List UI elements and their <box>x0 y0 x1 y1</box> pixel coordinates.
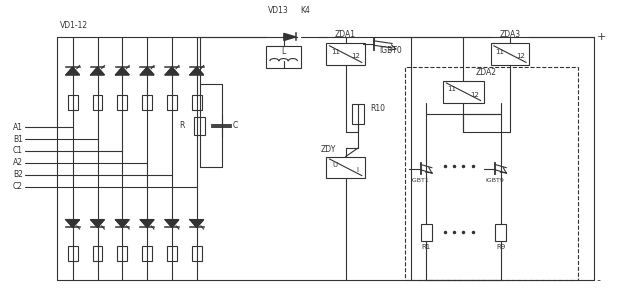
Text: C: C <box>233 121 238 130</box>
Text: K4: K4 <box>300 6 310 15</box>
Text: ZDY: ZDY <box>321 145 336 154</box>
Bar <box>68 246 78 261</box>
Text: C2: C2 <box>13 182 23 191</box>
Bar <box>404 67 578 280</box>
Text: C1: C1 <box>13 147 23 155</box>
Polygon shape <box>66 67 80 75</box>
Bar <box>68 95 78 109</box>
Bar <box>117 246 127 261</box>
Text: 11: 11 <box>448 86 457 92</box>
Text: -: - <box>597 275 601 285</box>
Text: 11: 11 <box>495 49 504 55</box>
Bar <box>495 224 506 241</box>
Text: IGBT9: IGBT9 <box>485 178 504 183</box>
Polygon shape <box>66 220 80 228</box>
Text: R1: R1 <box>422 244 431 250</box>
Bar <box>93 95 103 109</box>
Polygon shape <box>140 67 154 75</box>
Text: A2: A2 <box>13 158 23 167</box>
Bar <box>142 246 152 261</box>
Bar <box>117 95 127 109</box>
Bar <box>194 117 206 135</box>
Text: 12: 12 <box>351 54 361 60</box>
Bar <box>192 246 202 261</box>
Text: VD1-12: VD1-12 <box>60 21 88 30</box>
Text: R: R <box>179 121 184 130</box>
Text: ZDA2: ZDA2 <box>476 68 497 77</box>
Bar <box>167 95 177 109</box>
Text: 12: 12 <box>516 54 525 60</box>
Polygon shape <box>115 67 129 75</box>
Text: R10: R10 <box>371 103 386 112</box>
Text: ZDA3: ZDA3 <box>500 30 521 39</box>
Bar <box>266 46 301 68</box>
Text: IGBT1: IGBT1 <box>411 178 429 183</box>
Polygon shape <box>190 67 204 75</box>
Bar <box>192 95 202 109</box>
Text: L: L <box>282 47 286 56</box>
Polygon shape <box>140 220 154 228</box>
Text: U: U <box>333 162 338 168</box>
Bar <box>444 81 483 103</box>
Text: B1: B1 <box>13 135 23 144</box>
Text: B2: B2 <box>13 170 23 179</box>
Polygon shape <box>165 67 179 75</box>
Polygon shape <box>91 67 104 75</box>
Bar <box>421 224 432 241</box>
Text: +: + <box>597 32 606 42</box>
Bar <box>491 43 529 65</box>
Polygon shape <box>115 220 129 228</box>
Text: IGBT0: IGBT0 <box>380 46 402 55</box>
Polygon shape <box>284 33 296 40</box>
Text: R9: R9 <box>496 244 505 250</box>
Polygon shape <box>91 220 104 228</box>
Text: VD13: VD13 <box>268 6 289 15</box>
Polygon shape <box>190 220 204 228</box>
Bar <box>353 104 364 123</box>
Text: 12: 12 <box>470 91 479 97</box>
Text: ZDA1: ZDA1 <box>335 30 356 39</box>
Text: 11: 11 <box>331 49 340 55</box>
Bar <box>326 43 365 65</box>
Text: I: I <box>356 167 359 173</box>
Bar <box>167 246 177 261</box>
Text: A1: A1 <box>13 123 23 132</box>
Bar <box>142 95 152 109</box>
Bar <box>326 157 365 178</box>
Polygon shape <box>165 220 179 228</box>
Bar <box>93 246 103 261</box>
